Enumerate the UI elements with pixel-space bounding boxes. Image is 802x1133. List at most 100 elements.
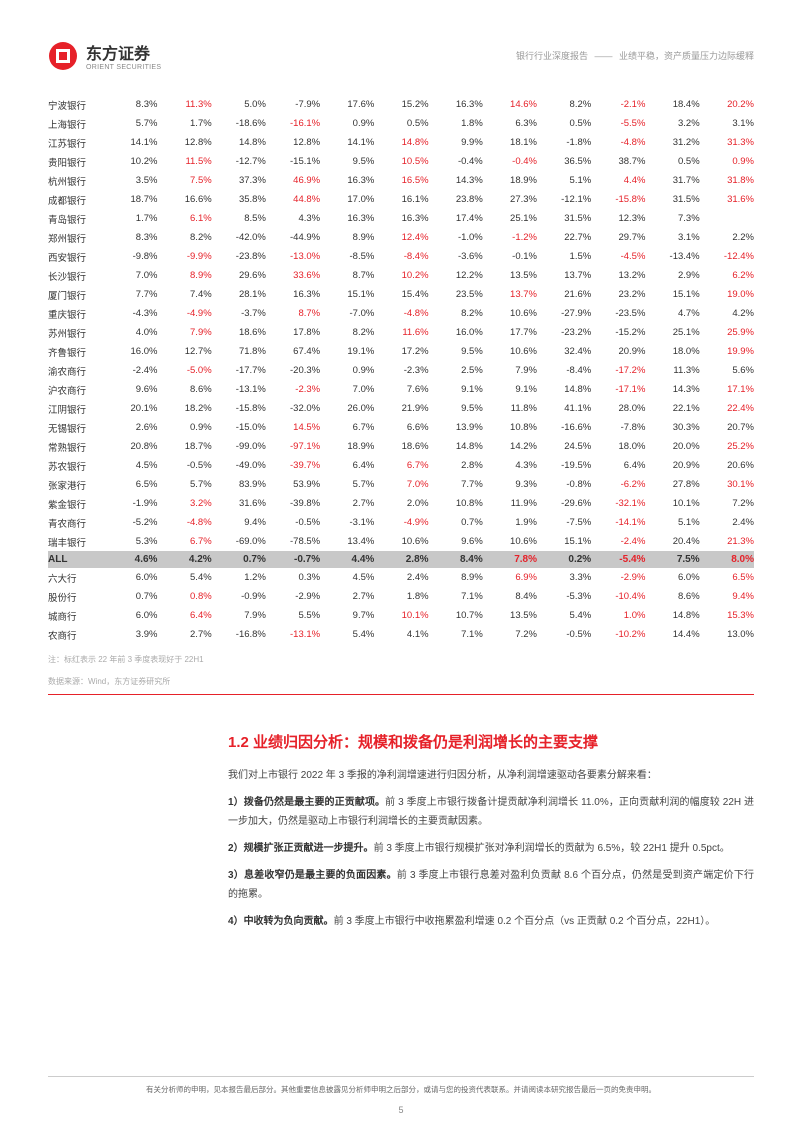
table-row: 六大行6.0%5.4%1.2%0.3%4.5%2.4%8.9%6.9%3.3%-… <box>48 568 754 587</box>
data-cell: 19.9% <box>700 342 754 361</box>
bank-name-cell: 瑞丰银行 <box>48 532 103 551</box>
data-cell: 1.7% <box>157 114 211 133</box>
bank-name-cell: 城商行 <box>48 606 103 625</box>
data-cell: 1.9% <box>483 513 537 532</box>
data-cell: 32.4% <box>537 342 591 361</box>
data-cell: 21.9% <box>374 399 428 418</box>
data-cell: 5.7% <box>103 114 157 133</box>
data-cell: 6.0% <box>103 568 157 587</box>
data-cell: -23.8% <box>212 247 266 266</box>
data-cell: 7.1% <box>429 587 483 606</box>
table-row: 郑州银行8.3%8.2%-42.0%-44.9%8.9%12.4%-1.0%-1… <box>48 228 754 247</box>
bank-name-cell: 张家港行 <box>48 475 103 494</box>
data-cell: 13.4% <box>320 532 374 551</box>
data-cell: 10.6% <box>483 532 537 551</box>
data-cell: 36.5% <box>537 152 591 171</box>
data-cell: -4.8% <box>157 513 211 532</box>
data-cell: 7.9% <box>157 323 211 342</box>
data-cell: -20.3% <box>266 361 320 380</box>
data-cell: 20.9% <box>591 342 645 361</box>
data-cell: 31.2% <box>645 133 699 152</box>
footer-disclaimer: 有关分析师的申明，见本报告最后部分。其他重要信息披露见分析师申明之后部分，或请与… <box>48 1084 754 1095</box>
data-cell: 25.9% <box>700 323 754 342</box>
bank-name-cell: 紫金银行 <box>48 494 103 513</box>
data-cell: -32.0% <box>266 399 320 418</box>
data-cell: 14.5% <box>266 418 320 437</box>
data-cell: -2.1% <box>591 95 645 114</box>
data-cell: 30.3% <box>645 418 699 437</box>
table-row: 股份行0.7%0.8%-0.9%-2.9%2.7%1.8%7.1%8.4%-5.… <box>48 587 754 606</box>
data-cell: 30.1% <box>700 475 754 494</box>
data-cell: -5.4% <box>591 551 645 568</box>
item-rest: 前 3 季度上市银行规模扩张对净利润增长的贡献为 6.5%，较 22H1 提升 … <box>374 843 730 854</box>
data-cell: -2.4% <box>591 532 645 551</box>
bank-name-cell: ALL <box>48 551 103 568</box>
data-cell: 0.9% <box>320 114 374 133</box>
data-cell: 6.7% <box>320 418 374 437</box>
data-cell: 3.1% <box>645 228 699 247</box>
data-cell: 5.1% <box>537 171 591 190</box>
table-row: 西安银行-9.8%-9.9%-23.8%-13.0%-8.5%-8.4%-3.6… <box>48 247 754 266</box>
data-cell: 11.8% <box>483 399 537 418</box>
data-cell: 4.2% <box>700 304 754 323</box>
data-cell: 6.1% <box>157 209 211 228</box>
data-cell: 10.1% <box>645 494 699 513</box>
data-cell: 22.4% <box>700 399 754 418</box>
bank-name-cell: 西安银行 <box>48 247 103 266</box>
data-cell: 13.5% <box>483 606 537 625</box>
data-cell: 83.9% <box>212 475 266 494</box>
data-cell: 16.0% <box>429 323 483 342</box>
table-row: 贵阳银行10.2%11.5%-12.7%-15.1%9.5%10.5%-0.4%… <box>48 152 754 171</box>
table-row: 成都银行18.7%16.6%35.8%44.8%17.0%16.1%23.8%2… <box>48 190 754 209</box>
data-cell: 1.5% <box>537 247 591 266</box>
data-cell: 71.8% <box>212 342 266 361</box>
data-cell: 4.5% <box>320 568 374 587</box>
data-cell: 2.7% <box>320 587 374 606</box>
data-cell: 8.3% <box>103 95 157 114</box>
data-cell: 15.4% <box>374 285 428 304</box>
data-cell: 7.7% <box>429 475 483 494</box>
data-cell: -5.3% <box>537 587 591 606</box>
data-cell: 9.4% <box>212 513 266 532</box>
bank-name-cell: 无锡银行 <box>48 418 103 437</box>
data-cell: 9.1% <box>429 380 483 399</box>
data-cell: 7.9% <box>483 361 537 380</box>
data-cell: 0.7% <box>429 513 483 532</box>
data-cell: 6.0% <box>103 606 157 625</box>
data-cell: 11.9% <box>483 494 537 513</box>
data-cell: 44.8% <box>266 190 320 209</box>
data-cell: 0.9% <box>157 418 211 437</box>
item-bold: 息差收窄仍是最主要的负面因素。 <box>244 870 397 881</box>
data-cell: 6.4% <box>320 456 374 475</box>
data-cell: 31.5% <box>645 190 699 209</box>
data-cell: 7.0% <box>103 266 157 285</box>
header-text-2: 业绩平稳，资产质量压力边际缓释 <box>619 51 754 61</box>
data-cell: 23.8% <box>429 190 483 209</box>
data-cell: 20.8% <box>103 437 157 456</box>
data-cell: -1.9% <box>103 494 157 513</box>
data-cell: -2.9% <box>591 568 645 587</box>
table-row: 渝农商行-2.4%-5.0%-17.7%-20.3%0.9%-2.3%2.5%7… <box>48 361 754 380</box>
table-row: 厦门银行7.7%7.4%28.1%16.3%15.1%15.4%23.5%13.… <box>48 285 754 304</box>
data-cell: -4.9% <box>374 513 428 532</box>
data-cell: 4.3% <box>266 209 320 228</box>
data-cell: -7.5% <box>537 513 591 532</box>
data-cell: 18.9% <box>320 437 374 456</box>
data-cell: 27.3% <box>483 190 537 209</box>
data-cell: 1.0% <box>591 606 645 625</box>
bank-name-cell: 杭州银行 <box>48 171 103 190</box>
data-cell: -17.7% <box>212 361 266 380</box>
data-cell: 29.7% <box>591 228 645 247</box>
data-cell: 12.3% <box>591 209 645 228</box>
data-cell: -0.7% <box>266 551 320 568</box>
table-row: 重庆银行-4.3%-4.9%-3.7%8.7%-7.0%-4.8%8.2%10.… <box>48 304 754 323</box>
data-cell: 4.4% <box>591 171 645 190</box>
data-cell: 4.0% <box>103 323 157 342</box>
data-cell: 7.5% <box>645 551 699 568</box>
data-cell: 3.9% <box>103 625 157 644</box>
data-cell: 14.4% <box>645 625 699 644</box>
data-cell: 3.2% <box>157 494 211 513</box>
data-cell: -0.1% <box>483 247 537 266</box>
data-cell: 14.1% <box>320 133 374 152</box>
data-cell: 18.0% <box>645 342 699 361</box>
